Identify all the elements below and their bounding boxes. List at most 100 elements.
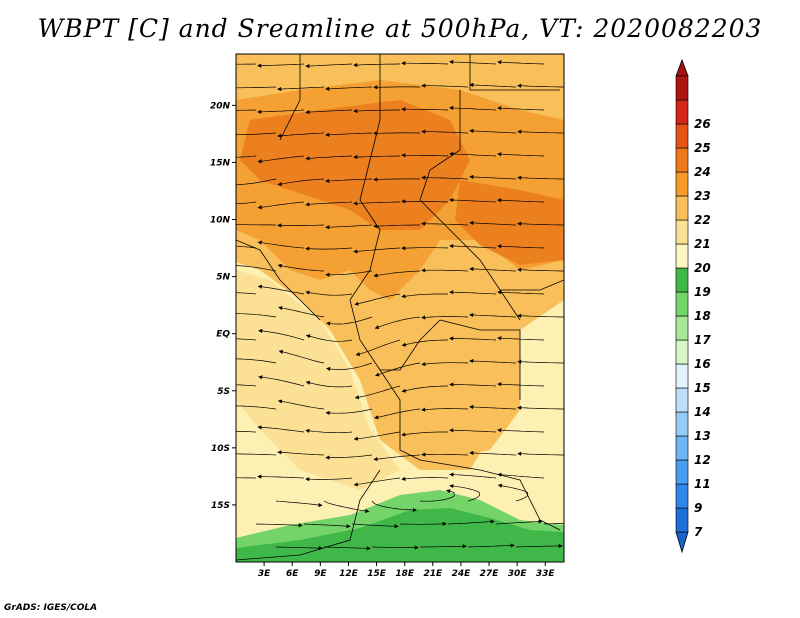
streamline xyxy=(257,109,305,114)
border-line xyxy=(236,239,321,321)
streamline xyxy=(305,63,353,69)
lon-tick-label: 3E xyxy=(258,569,271,579)
streamline xyxy=(275,546,323,551)
colorbar-box xyxy=(675,219,689,245)
streamline xyxy=(325,224,373,230)
streamline xyxy=(469,174,517,180)
streamline xyxy=(257,284,305,295)
lon-tick-label: 30E xyxy=(508,569,528,579)
streamline xyxy=(469,312,517,318)
streamline xyxy=(517,451,564,456)
streamline xyxy=(371,500,417,513)
streamline xyxy=(255,523,303,528)
streamline xyxy=(469,404,517,410)
colorbar-label: 13 xyxy=(694,429,711,443)
colorbar-label: 14 xyxy=(694,405,711,419)
colorbar-label: 18 xyxy=(694,309,711,323)
streamline xyxy=(371,545,419,550)
colorbar-label: 16 xyxy=(694,357,711,371)
streamline xyxy=(258,328,305,341)
streamline xyxy=(421,175,469,180)
streamline xyxy=(305,246,353,251)
colorbar-label: 12 xyxy=(694,453,711,467)
colorbar-box xyxy=(675,411,689,437)
border-line xyxy=(379,369,421,461)
colorbar-box xyxy=(675,171,689,197)
streamline xyxy=(401,107,449,112)
streamline xyxy=(401,153,449,158)
streamline xyxy=(497,472,545,479)
streamline xyxy=(517,359,564,364)
colorbar-label: 11 xyxy=(694,477,711,491)
streamline xyxy=(236,313,277,318)
streamline xyxy=(401,339,448,347)
streamline xyxy=(517,129,564,134)
streamline xyxy=(326,316,373,326)
streamline xyxy=(449,472,497,479)
streamline xyxy=(325,86,373,91)
border-line xyxy=(236,469,381,561)
streamline xyxy=(449,243,497,249)
colorbar-box xyxy=(675,291,689,317)
streamline xyxy=(421,362,469,367)
streamline xyxy=(353,154,400,160)
streamline xyxy=(401,246,449,251)
streamline xyxy=(449,59,497,65)
lon-tick-label: 21E xyxy=(423,569,443,579)
lat-tick-label: 10N xyxy=(210,216,231,226)
streamline xyxy=(236,132,277,136)
streamline xyxy=(353,108,400,114)
colorbar-label: 22 xyxy=(694,213,711,227)
colorbar-box xyxy=(675,75,689,101)
streamline xyxy=(257,240,305,249)
colorbar-label: 23 xyxy=(694,189,711,203)
streamline xyxy=(449,105,497,111)
streamline xyxy=(305,290,353,296)
streamline xyxy=(278,349,325,364)
streamline xyxy=(469,220,517,226)
streamline xyxy=(401,431,448,437)
colorbar-label: 21 xyxy=(694,237,711,251)
streamline xyxy=(325,132,373,137)
streamline xyxy=(497,60,545,65)
lon-tick-label: 24E xyxy=(452,569,472,579)
streamline xyxy=(373,177,420,182)
streamline xyxy=(236,201,257,205)
streamline xyxy=(449,428,497,433)
lon-tick-label: 33E xyxy=(536,569,556,579)
streamline xyxy=(517,175,564,180)
colorbar-box xyxy=(675,195,689,221)
streamline xyxy=(449,290,497,295)
streamline xyxy=(354,385,401,400)
streamline xyxy=(497,198,545,203)
streamline xyxy=(467,543,515,548)
lat-tick-label: 15S xyxy=(211,501,230,511)
streamline xyxy=(236,178,277,186)
streamline xyxy=(421,407,469,412)
border-line xyxy=(419,459,561,531)
lat-tick-label: 5N xyxy=(216,273,230,283)
streamline xyxy=(543,523,564,525)
lon-tick-label: 6E xyxy=(286,569,299,579)
lon-tick-label: 27E xyxy=(480,569,500,579)
streamline xyxy=(277,399,325,410)
streamline xyxy=(355,339,401,357)
streamline xyxy=(401,293,448,299)
colorbar-label: 26 xyxy=(694,117,711,131)
streamline xyxy=(257,425,305,433)
streamline xyxy=(469,450,517,456)
streamline xyxy=(517,221,564,226)
map-frame xyxy=(235,53,565,563)
colorbar-box xyxy=(675,267,689,293)
streamline xyxy=(495,519,543,525)
streamline xyxy=(449,484,480,502)
streamline xyxy=(373,224,420,229)
map-title: WBPT [C] and Sreamline at 500hPa, VT: 20… xyxy=(37,14,763,43)
streamline xyxy=(497,244,545,249)
streamline xyxy=(278,306,325,318)
streamline xyxy=(449,197,497,203)
streamline xyxy=(421,315,469,320)
colorbar-box xyxy=(675,123,689,149)
streamline xyxy=(517,405,564,410)
streamline xyxy=(469,266,517,272)
